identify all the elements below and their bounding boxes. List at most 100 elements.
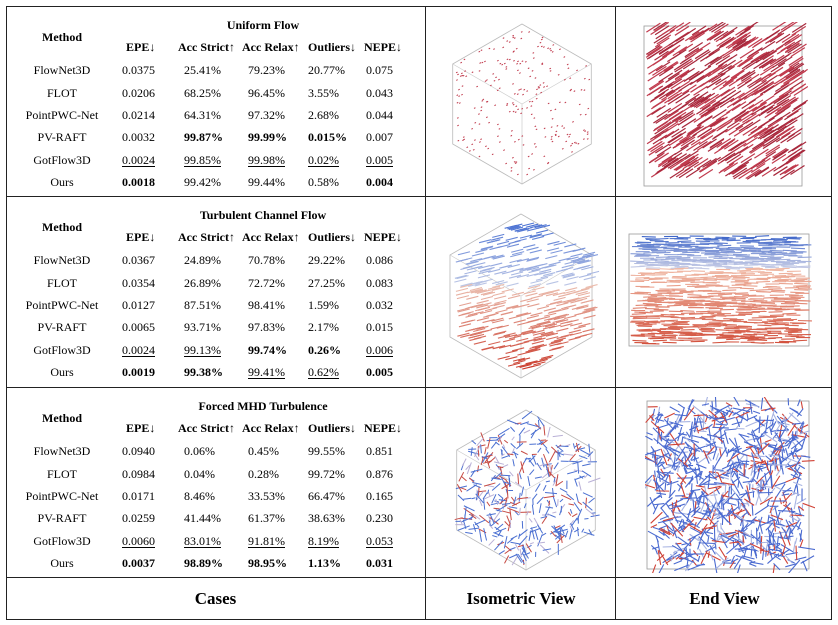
vector-stroke	[576, 508, 583, 521]
vector-stroke	[791, 25, 807, 36]
vector-stroke	[538, 463, 546, 467]
vector-stroke	[787, 147, 803, 158]
vector-stroke	[734, 534, 744, 544]
vector-stroke	[755, 73, 770, 84]
vector-stroke	[760, 397, 764, 410]
vector-stroke	[709, 508, 717, 525]
vector-stroke	[698, 135, 714, 146]
vector-stroke	[526, 173, 529, 176]
vector-stroke	[487, 489, 490, 494]
vector-stroke	[483, 528, 488, 541]
vector-stroke	[702, 23, 718, 34]
vector-stroke	[463, 58, 466, 61]
vector-stroke	[715, 55, 731, 66]
vector-stroke	[713, 415, 717, 428]
vector-stroke	[554, 534, 561, 540]
vector-stroke	[531, 340, 544, 345]
vector-stroke	[670, 509, 679, 524]
column-header: Acc Relax↑	[242, 421, 300, 435]
vector-stroke	[583, 531, 595, 536]
vector-stroke	[658, 550, 669, 566]
vector-stroke	[676, 472, 687, 484]
vector-stroke	[464, 270, 477, 275]
vector-stroke	[488, 538, 495, 546]
vector-stroke	[764, 108, 780, 119]
vector-stroke	[775, 33, 791, 44]
vector-stroke	[568, 460, 580, 463]
vector-stroke	[753, 299, 768, 302]
vector-stroke	[750, 533, 762, 544]
vector-stroke	[742, 112, 757, 124]
vector-stroke	[769, 54, 785, 65]
vector-stroke	[534, 483, 541, 492]
vector-stroke	[752, 51, 768, 62]
vector-stroke	[493, 345, 506, 350]
vector-stroke	[682, 519, 685, 528]
vector-stroke	[716, 507, 729, 523]
vector-stroke	[697, 475, 705, 480]
vector-stroke	[737, 269, 752, 272]
vector-stroke	[534, 271, 547, 276]
vector-stroke	[460, 475, 467, 482]
vector-stroke	[505, 66, 508, 68]
vector-stroke	[762, 139, 778, 150]
vector-stroke	[758, 58, 774, 69]
vector-stroke	[633, 316, 648, 319]
vector-stroke	[471, 440, 477, 445]
method-name: FLOT	[47, 276, 77, 290]
vector-stroke	[674, 564, 690, 572]
vector-stroke	[763, 61, 778, 72]
vector-stroke	[652, 98, 668, 109]
vector-stroke	[488, 287, 501, 292]
vector-stroke	[698, 536, 710, 548]
vector-stroke	[479, 302, 492, 307]
metric-value: 61.37%	[248, 511, 285, 525]
vector-stroke	[582, 138, 585, 140]
vector-stroke	[460, 72, 463, 75]
vector-stroke	[649, 129, 665, 140]
metric-value: 0.876	[366, 467, 393, 481]
vector-stroke	[492, 319, 505, 324]
vector-stroke	[679, 459, 683, 468]
vector-stroke	[537, 447, 542, 453]
vector-stroke	[635, 322, 650, 325]
vector-stroke	[750, 459, 756, 476]
vector-stroke	[751, 38, 767, 49]
vector-stroke	[647, 297, 662, 300]
vector-stroke	[765, 29, 781, 40]
vector-stroke	[486, 501, 491, 507]
vector-stroke	[679, 109, 694, 120]
vector-stroke	[493, 48, 495, 50]
vector-stroke	[654, 124, 669, 135]
vector-stroke	[772, 22, 787, 31]
vector-stroke	[531, 153, 534, 155]
vector-stroke	[701, 129, 716, 140]
vector-stroke	[543, 86, 546, 88]
vector-stroke	[480, 291, 494, 296]
vector-stroke	[683, 452, 693, 465]
vector-stroke	[538, 321, 551, 326]
vector-stroke	[513, 140, 516, 143]
vector-stroke	[667, 91, 683, 103]
vector-stroke	[460, 282, 473, 287]
vector-stroke	[574, 478, 578, 487]
vector-stroke	[577, 260, 590, 265]
vector-stroke	[679, 291, 694, 294]
vector-stroke	[783, 415, 788, 433]
method-name: PV-RAFT	[37, 130, 87, 144]
vector-stroke	[801, 460, 815, 462]
vector-stroke	[543, 307, 556, 312]
vector-stroke	[511, 102, 514, 104]
vector-stroke	[537, 316, 551, 321]
vector-stroke	[707, 65, 722, 76]
vector-stroke	[519, 266, 532, 271]
vector-stroke	[534, 344, 547, 349]
vector-stroke	[761, 252, 776, 254]
vector-stroke	[734, 498, 745, 509]
vector-stroke	[567, 67, 570, 70]
vector-stroke	[492, 511, 501, 522]
vector-stroke	[533, 117, 536, 119]
footer-cases-label: Cases	[194, 589, 237, 608]
vector-stroke	[787, 463, 799, 476]
vector-stroke	[673, 499, 678, 512]
